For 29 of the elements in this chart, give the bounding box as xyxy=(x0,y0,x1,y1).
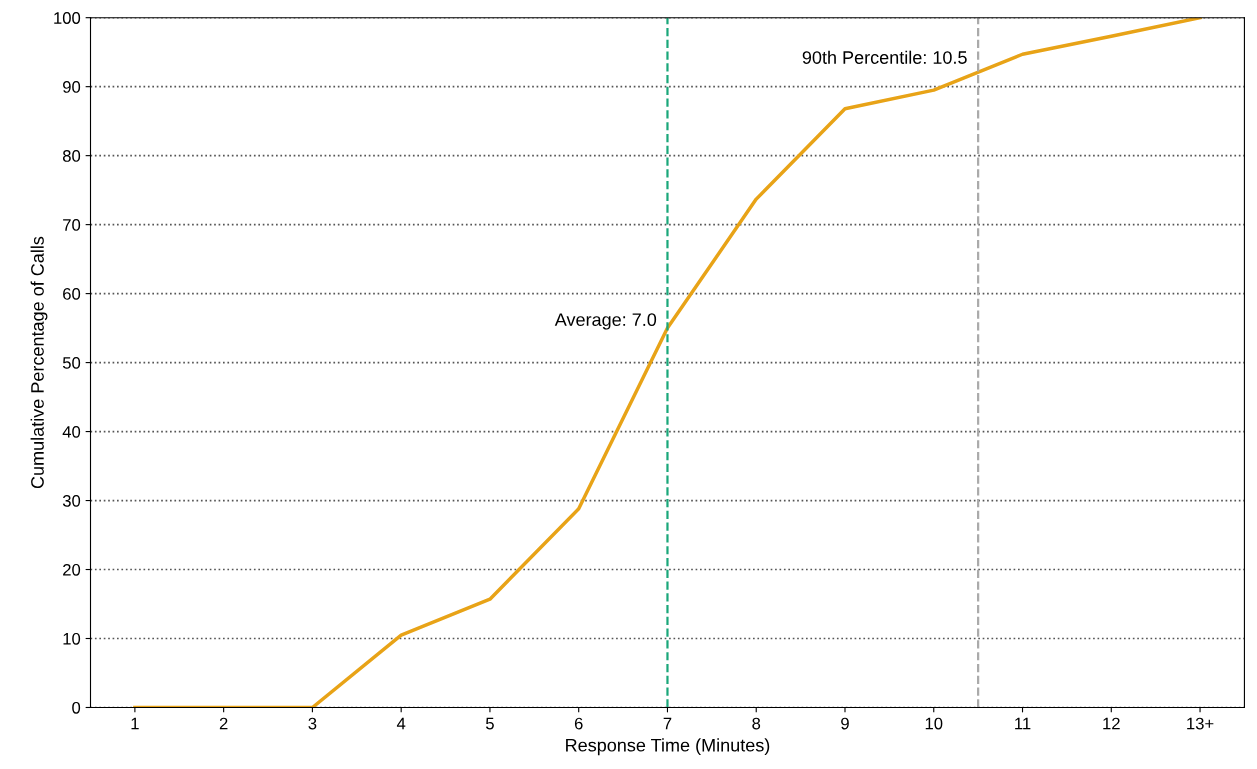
ref-line-label: Average: 7.0 xyxy=(554,313,657,330)
y-tick-label: 50 xyxy=(62,356,81,369)
y-tick-label: 80 xyxy=(62,150,81,162)
y-tick-label: 20 xyxy=(63,563,81,576)
x-tick-label: 3 xyxy=(308,717,317,730)
x-axis-title: Response Time (Minutes) xyxy=(566,738,770,756)
y-axis-title: Cumulative Percentage of Calls xyxy=(30,236,48,489)
x-tick-label: 12 xyxy=(1103,717,1120,730)
x-tick-label: 10 xyxy=(925,717,943,730)
x-tick-label: 5 xyxy=(485,717,494,730)
y-tick-label: 0 xyxy=(72,701,81,714)
x-tick-label: 8 xyxy=(752,717,761,730)
ref-line-label: 90th Percentile: 10.5 xyxy=(802,50,967,64)
y-tick-label: 90 xyxy=(63,81,81,93)
y-tick-label: 100 xyxy=(54,12,81,24)
line-series xyxy=(133,17,1202,708)
x-tick-label: 6 xyxy=(574,717,583,730)
x-tick-label: 13+ xyxy=(1187,717,1214,730)
x-tick-label: 4 xyxy=(396,717,406,730)
x-tick-label: 2 xyxy=(219,717,228,730)
x-tick-label: 11 xyxy=(1015,717,1031,730)
y-tick-label: 60 xyxy=(63,288,81,300)
x-tick-label: 1 xyxy=(131,717,139,730)
x-tick-label: 9 xyxy=(841,717,849,730)
y-tick-label: 70 xyxy=(63,219,81,231)
y-tick-label: 40 xyxy=(62,425,81,438)
y-tick-label: 10 xyxy=(63,632,81,645)
y-tick-label: 30 xyxy=(62,494,81,507)
x-tick-label: 7 xyxy=(663,717,672,730)
